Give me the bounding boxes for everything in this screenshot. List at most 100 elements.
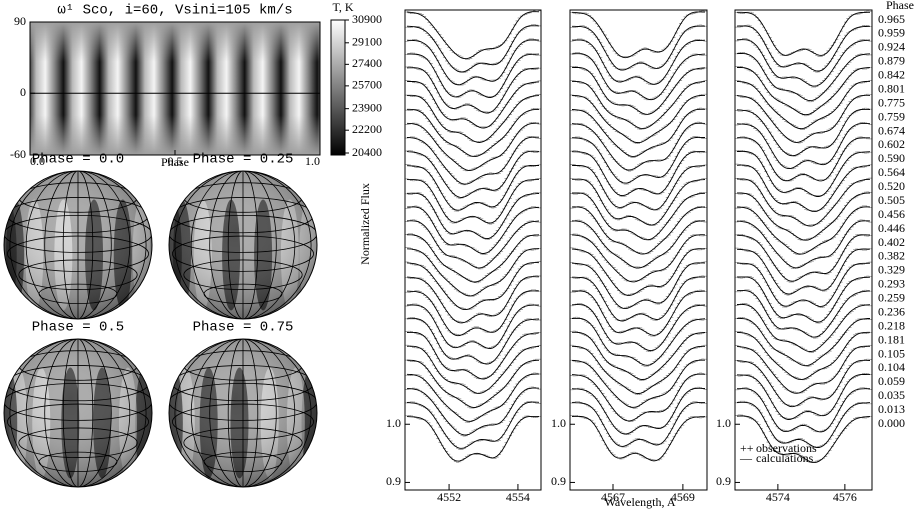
phase-label: 0.520: [878, 179, 905, 193]
profile-curve: [406, 331, 540, 380]
profile-curve: [406, 387, 540, 436]
colorbar-title: T, K: [332, 0, 353, 14]
meridian-line: [62, 171, 94, 319]
meridian-line: [25, 339, 131, 487]
x-tick-label: 1.0: [305, 154, 320, 168]
observed-points: [735, 289, 872, 339]
phase-label: 0.959: [878, 26, 905, 40]
profile-curve: [572, 25, 705, 71]
meridian-line: [227, 339, 259, 487]
observed-points: [405, 358, 541, 409]
profile-curve: [736, 53, 871, 102]
meridian-line: [174, 171, 312, 319]
sphere: [168, 338, 318, 488]
colorbar-label: 20400: [352, 145, 382, 159]
sphere-body: [169, 339, 317, 487]
profile-curve: [572, 290, 706, 336]
phase-label: 0.602: [878, 137, 905, 151]
phase-label: 0.181: [878, 332, 905, 346]
phase-label: 0.236: [878, 304, 905, 318]
observed-points: [570, 164, 707, 211]
observed-points: [570, 177, 707, 226]
profile-curve: [736, 276, 871, 323]
phase-label: 0.329: [878, 263, 905, 277]
profile-curve: [736, 345, 870, 394]
x-tick-label: 4567: [601, 490, 625, 504]
profile-curve: [571, 387, 706, 435]
profile-curve: [406, 136, 539, 185]
profile-curve: [571, 359, 705, 408]
profile-curve: [736, 303, 871, 352]
sphere-body: [4, 339, 152, 487]
x-tick-label: 4554: [506, 490, 530, 504]
sphere-body: [4, 171, 152, 319]
phase-label: 0.965: [878, 12, 905, 26]
profile-curve: [572, 39, 706, 85]
panel-frame: [734, 9, 873, 491]
observed-points: [570, 344, 707, 396]
profile-curve: [572, 94, 705, 144]
observed-points: [570, 261, 707, 309]
y-tick-label: 1.0: [551, 416, 566, 430]
profile-curve: [406, 164, 539, 211]
profile-curve: [406, 373, 539, 422]
x-tick-label: 0.5: [168, 154, 183, 168]
panel-frame: [404, 9, 542, 491]
map-title: ω¹ Sco, i=60, Vsini=105 km/s: [57, 3, 292, 19]
meridian-line: [25, 171, 131, 319]
colorbar-label: 29100: [352, 35, 382, 49]
profile-curve: [406, 67, 540, 114]
phase-label: 0.801: [878, 81, 905, 95]
phase-label: 0.564: [878, 165, 905, 179]
profile-curve: [406, 39, 540, 86]
profile-curve: [572, 276, 705, 322]
observed-points: [405, 415, 541, 463]
profile-curve: [736, 374, 870, 420]
phase-label: 0.000: [878, 416, 905, 430]
profile-curve: [737, 206, 870, 255]
meridian-line: [227, 171, 259, 319]
profile-curve: [572, 192, 706, 241]
profile-curve: [571, 262, 706, 310]
sphere-label: Phase = 0.5: [32, 320, 124, 336]
colorbar-label: 25700: [352, 78, 382, 92]
x-tick-label: 4552: [437, 490, 461, 504]
observed-points: [570, 401, 707, 448]
sphere: [3, 170, 153, 320]
y-tick-label: 1.0: [716, 416, 731, 430]
profile-curve: [406, 81, 540, 129]
phase-label: 0.293: [878, 277, 905, 291]
profile-curve: [571, 317, 706, 366]
observed-points: [735, 79, 872, 130]
observed-points: [570, 10, 707, 57]
phase-label: 0.505: [878, 193, 905, 207]
profile-curve: [406, 25, 540, 73]
phase-label: 0.259: [878, 291, 905, 305]
sphere-outline: [3, 338, 153, 488]
profile-curve: [736, 401, 871, 448]
phase-label: 0.013: [878, 402, 905, 416]
legend-label: calculations: [756, 451, 814, 465]
profile-curve: [406, 345, 540, 394]
phase-label: 0.382: [878, 249, 905, 263]
phase-label: 0.674: [878, 123, 905, 137]
profile-curve: [407, 220, 540, 269]
profile-curve: [407, 359, 539, 408]
x-tick-label: 4576: [833, 490, 857, 504]
sphere: [168, 170, 318, 320]
phase-label: 0.590: [878, 151, 905, 165]
profile-curve: [571, 234, 706, 283]
x-tick-label: 0.0: [30, 154, 45, 168]
phase-label: 0.924: [878, 40, 905, 54]
profile-curve: [736, 359, 871, 408]
profile-curve: [571, 373, 706, 422]
sphere-label: Phase = 0.25: [193, 152, 294, 168]
legend-marker: —: [739, 451, 753, 465]
meridian-line: [9, 339, 147, 487]
profile-curve: [571, 53, 706, 101]
observed-points: [405, 233, 541, 284]
observed-points: [735, 10, 872, 57]
profile-curve: [571, 206, 706, 255]
y-tick-label: 1.0: [386, 416, 401, 430]
